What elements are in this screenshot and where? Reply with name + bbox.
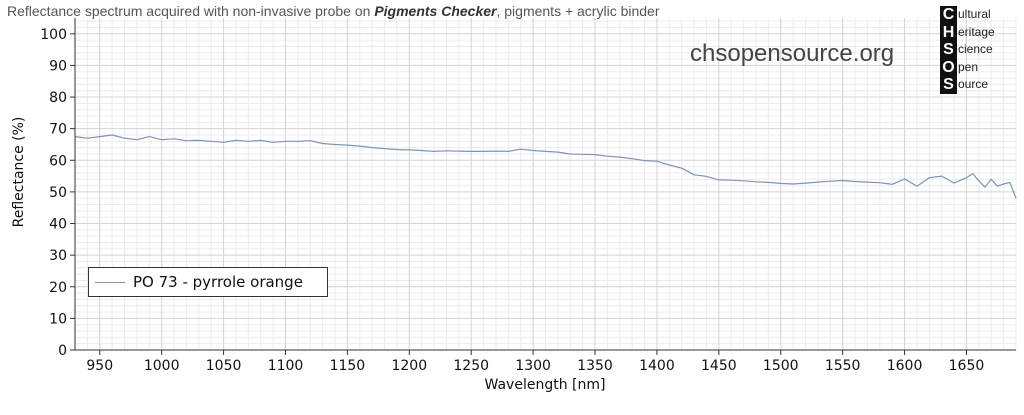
x-tick-label: 1050 — [206, 358, 242, 374]
y-tick-label: 60 — [49, 153, 67, 169]
series-line — [74, 134, 1017, 199]
logo-word: ultural — [958, 7, 991, 21]
x-tick-label: 1400 — [639, 358, 675, 374]
x-axis-label: Wavelength [nm] — [485, 377, 606, 393]
y-tick-labels: 0 10 20 30 40 50 60 70 80 90 100 — [40, 27, 67, 359]
x-tick-label: 1600 — [887, 358, 923, 374]
website-text: chsopensource.org — [690, 40, 895, 67]
logo-word: pen — [958, 59, 979, 74]
logo-letter: S — [940, 76, 957, 94]
x-tick-label: 950 — [86, 358, 113, 374]
chart-title-bold: Pigments Checker — [374, 3, 497, 19]
logo-word: cience — [958, 42, 993, 56]
chart-title-prefix: Reflectance spectrum acquired with non-i… — [7, 3, 375, 19]
y-tick-label: 40 — [49, 217, 67, 233]
x-tick-label: 1200 — [391, 358, 427, 374]
logo-word: ource — [958, 77, 989, 91]
chart-title: Reflectance spectrum acquired with non-i… — [7, 3, 660, 19]
x-tick-label: 1000 — [144, 358, 180, 374]
x-tick-label: 1500 — [763, 358, 799, 374]
x-tick-labels: 950 1000 1050 1100 1150 1200 1250 1300 1350 1400 1… — [86, 358, 984, 374]
x-tick-label: 1250 — [453, 358, 489, 374]
series-layer — [74, 134, 1017, 199]
legend: PO 73 - pyrrole orange — [88, 267, 328, 297]
legend-label: PO 73 - pyrrole orange — [133, 273, 303, 291]
x-tick-label: 1650 — [949, 358, 985, 374]
y-tick-label: 0 — [58, 343, 67, 359]
x-tick-label: 1300 — [515, 358, 551, 374]
x-tick-label: 1100 — [268, 358, 304, 374]
y-axis-label: Reflectance (%) — [11, 117, 27, 228]
y-tick-label: 20 — [49, 280, 67, 296]
logo-word: eritage — [958, 24, 995, 39]
y-tick-label: 50 — [49, 185, 67, 201]
y-tick-label: 10 — [49, 311, 67, 327]
axes — [70, 18, 1016, 355]
x-tick-label: 1450 — [701, 358, 737, 374]
x-tick-label: 1150 — [330, 358, 366, 374]
x-tick-label: 1350 — [577, 358, 613, 374]
y-tick-label: 90 — [49, 58, 67, 74]
logo-letter: O — [940, 58, 957, 76]
y-tick-label: 70 — [49, 122, 67, 138]
logo-letter: H — [940, 23, 957, 41]
legend-swatch — [95, 282, 125, 283]
x-tick-label: 1550 — [825, 358, 861, 374]
y-tick-label: 30 — [49, 248, 67, 264]
y-tick-label: 80 — [49, 90, 67, 106]
chart-title-suffix: , pigments + acrylic binder — [496, 3, 660, 19]
logo-letter: C — [940, 6, 957, 24]
logo-letter: S — [940, 41, 957, 59]
y-tick-label: 100 — [40, 27, 67, 43]
